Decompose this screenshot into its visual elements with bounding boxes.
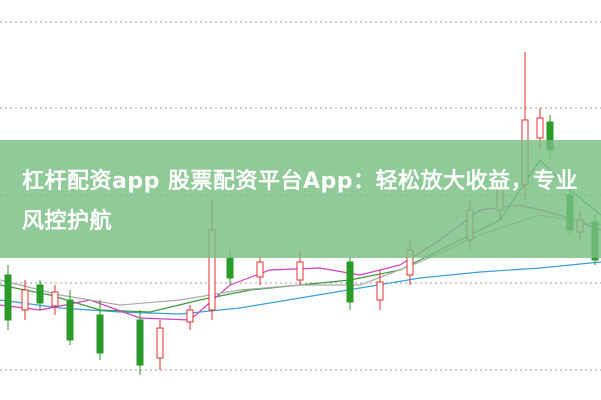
banner [0, 140, 601, 258]
banner-title: 杠杆配资app 股票配资平台App：轻松放大收益，专业风控护航 [22, 169, 579, 234]
candles [4, 52, 599, 375]
